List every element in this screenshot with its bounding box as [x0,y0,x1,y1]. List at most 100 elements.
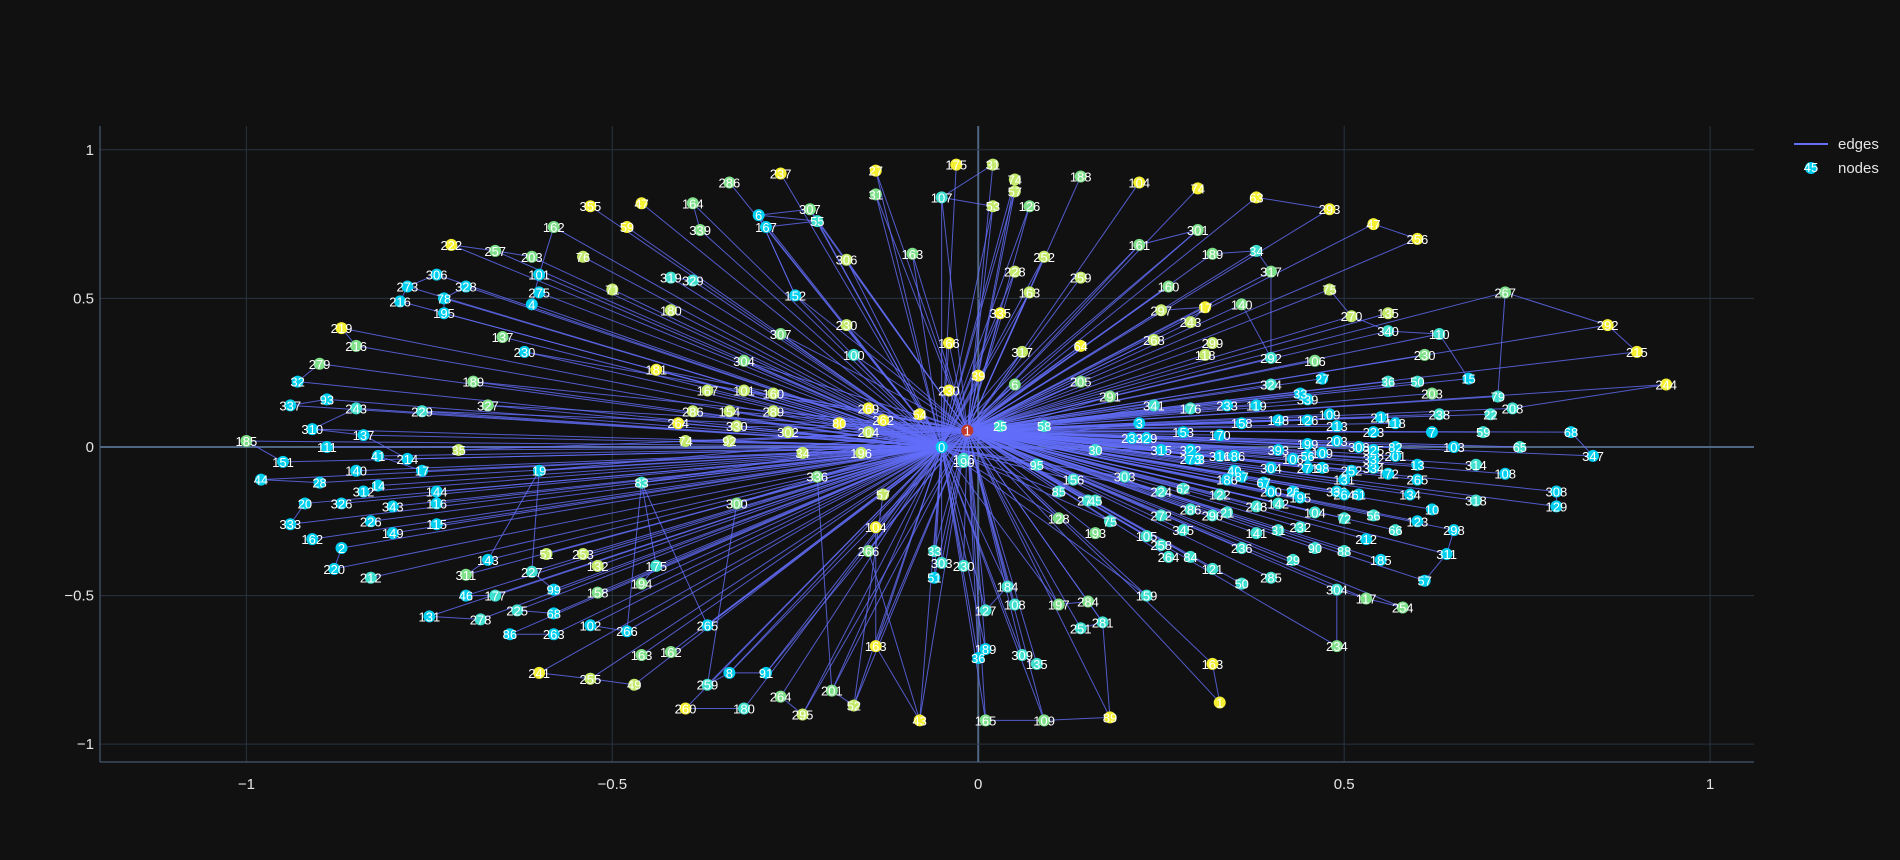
node-point: 325 [1363,443,1385,458]
node-point: 301 [1187,223,1209,238]
node-marker [942,384,955,397]
node-label: 19 [532,464,546,479]
node-marker [1323,283,1336,296]
node-label: 162 [301,532,323,547]
node-marker [1133,176,1146,189]
node-point: 265 [1406,473,1428,488]
node-label: 345 [1172,523,1194,538]
edge-line [1373,223,1418,240]
node-marker [1016,345,1029,358]
node-label: 4 [528,297,535,312]
edge-line [421,410,968,432]
node-label: 189 [462,375,484,390]
node-label: 75 [1103,514,1117,529]
node-marker [723,176,736,189]
node-marker [1118,470,1131,483]
node-label: 263 [543,627,565,642]
node-marker [511,604,524,617]
edge-line [1512,384,1667,409]
node-point: 135 [1026,657,1048,672]
node-marker [1389,440,1402,453]
edge-line [967,430,1213,516]
node-marker [979,604,992,617]
edge-line [429,615,481,620]
node-point: 51 [539,547,553,562]
node-point: 203 [521,250,543,265]
node-marker [1389,449,1402,462]
node-point: 327 [477,398,499,413]
node-marker [767,405,780,418]
node-label: 56 [1300,449,1314,464]
node-label: 266 [858,544,880,559]
node-marker [701,678,714,691]
node-marker [877,488,890,501]
node-marker [774,167,787,180]
node-marker [540,547,553,560]
edge-line [487,446,942,561]
node-point: 46 [459,589,473,604]
node-marker [1089,443,1102,456]
node-label: 177 [484,589,506,604]
node-marker [430,497,443,510]
node-point: 316 [1209,449,1231,464]
node-marker [928,544,941,557]
node-label: 30 [1088,443,1102,458]
node-point: 43 [912,713,926,728]
node-label: 259 [697,678,719,693]
node-point: 286 [1180,502,1202,517]
node-point: 330 [726,419,748,434]
node-marker [811,215,824,228]
node-label: 61 [1352,488,1366,503]
edge-line [967,430,1162,451]
node-point: 128 [1048,511,1070,526]
node-marker [1286,452,1299,465]
node-label: 82 [1388,440,1402,455]
node-label: 149 [382,526,404,541]
node-marker [1425,503,1438,516]
edge-line [517,609,554,614]
edge-line [641,446,942,656]
node-label: 74 [1191,181,1205,196]
edge-line [736,425,968,432]
node-marker [1316,446,1329,459]
node-label: 62 [1176,482,1190,497]
node-point: 278 [470,612,492,627]
edge-line [1438,333,1469,379]
node-point: 118 [1385,416,1406,431]
node-label: 203 [1326,434,1348,449]
node-label: 20 [298,496,312,511]
node-marker [1316,461,1329,474]
legend-item-nodes[interactable]: 45 nodes [1804,160,1879,177]
node-label: 47 [634,196,648,211]
node-label: 308 [1348,440,1370,455]
node-marker [686,274,699,287]
node-point: 109 [1033,713,1055,728]
node-marker [1367,452,1380,465]
node-point: 131 [418,609,440,624]
node-label: 27 [869,164,883,179]
edge-line [1607,324,1638,353]
node-point: 304 [733,354,755,369]
edge-line [941,422,1140,448]
node-label: 211 [1370,410,1391,425]
node-label: 103 [1443,440,1465,455]
node-point: 326 [331,496,353,511]
node-marker [1206,509,1219,522]
edge-line [780,446,943,697]
node-point: 31 [1271,523,1285,538]
node-marker [1382,375,1395,388]
node-marker [1308,506,1321,519]
node-marker [672,417,685,430]
node-label: 126 [1297,413,1319,428]
edge-line [967,354,1425,432]
node-marker [752,209,765,222]
legend-item-edges[interactable]: edges [1794,136,1879,153]
x-tick-label: −0.5 [597,776,627,793]
node-label: 0 [938,440,945,455]
node-point: 190 [953,455,975,470]
node-point: 90 [1308,541,1322,556]
edge-line [729,430,968,674]
node-label: 51 [927,571,941,586]
edge-line [967,430,1220,496]
node-point: 52 [847,699,861,714]
